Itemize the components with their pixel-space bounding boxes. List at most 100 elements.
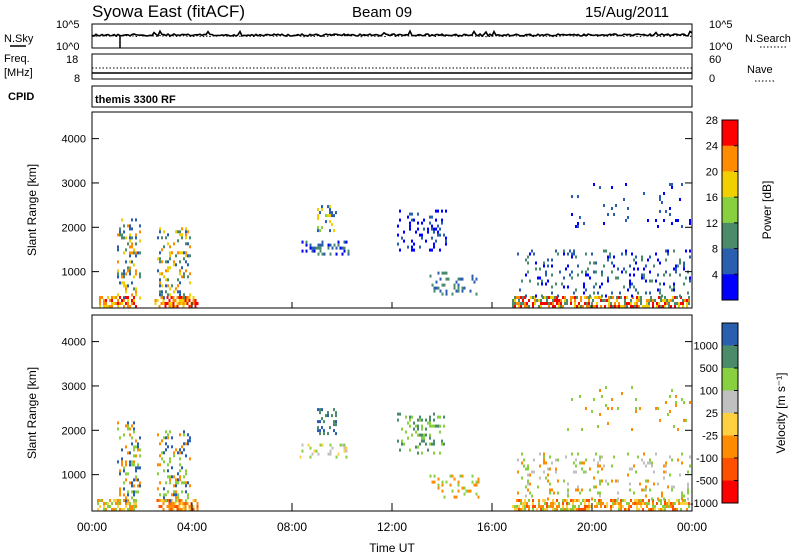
- range-gate-cell: [673, 267, 675, 271]
- range-gate-cell: [668, 299, 670, 302]
- range-gate-cell: [165, 448, 167, 452]
- range-gate-cell: [129, 433, 131, 437]
- range-gate-cell: [528, 505, 530, 508]
- range-gate-cell: [170, 502, 173, 505]
- range-gate-cell: [660, 299, 662, 302]
- range-gate-cell: [570, 302, 572, 305]
- range-gate-cell: [401, 439, 403, 443]
- range-gate-cell: [588, 502, 590, 505]
- range-gate-cell: [670, 299, 672, 302]
- range-gate-cell: [105, 305, 107, 308]
- range-gate-cell: [603, 264, 605, 268]
- range-gate-cell: [644, 305, 646, 308]
- range-gate-cell: [401, 236, 403, 240]
- range-gate-cell: [622, 499, 624, 502]
- range-gate-cell: [105, 302, 107, 305]
- range-gate-cell: [401, 427, 403, 431]
- range-gate-cell: [674, 502, 676, 505]
- range-gate-cell: [636, 299, 638, 302]
- range-gate-cell: [610, 305, 612, 308]
- colorbar-tick-label: 12: [706, 218, 718, 230]
- range-gate-cell: [181, 490, 183, 494]
- range-gate-cell: [650, 296, 652, 299]
- range-gate-cell: [573, 470, 575, 474]
- range-gate-cell: [660, 502, 662, 505]
- range-gate-cell: [417, 227, 419, 231]
- range-gate-cell: [445, 236, 447, 240]
- range-gate-cell: [133, 508, 135, 511]
- range-gate-cell: [99, 305, 101, 308]
- range-gate-cell: [329, 243, 332, 247]
- range-gate-cell: [667, 485, 669, 489]
- range-gate-cell: [131, 424, 133, 428]
- range-gate-cell: [313, 449, 316, 453]
- range-gate-cell: [664, 299, 666, 302]
- range-gate-cell: [548, 505, 550, 508]
- range-gate-cell: [588, 302, 590, 305]
- range-gate-cell: [411, 239, 413, 243]
- freq-unit-label: [MHz]: [4, 67, 33, 79]
- range-gate-cell: [179, 448, 181, 452]
- range-gate-cell: [119, 472, 121, 476]
- range-gate-cell: [167, 433, 169, 437]
- range-gate-cell: [421, 236, 423, 240]
- range-gate-cell: [441, 489, 444, 493]
- range-gate-cell: [579, 216, 581, 219]
- range-gate-cell: [645, 264, 647, 268]
- range-gate-cell: [533, 458, 535, 462]
- range-gate-cell: [546, 505, 548, 508]
- range-gate-cell: [169, 293, 171, 297]
- range-gate-cell: [154, 299, 157, 302]
- range-gate-cell: [562, 502, 564, 505]
- range-gate-cell: [181, 266, 183, 270]
- range-gate-cell: [329, 205, 331, 209]
- range-gate-cell: [586, 296, 588, 299]
- range-gate-cell: [635, 288, 637, 292]
- range-gate-cell: [529, 491, 531, 495]
- range-gate-cell: [529, 252, 531, 256]
- range-gate-cell: [645, 488, 647, 492]
- range-gate-cell: [583, 470, 585, 474]
- range-gate-cell: [681, 497, 683, 501]
- range-gate-cell: [131, 302, 133, 305]
- range-gate-cell: [301, 443, 304, 447]
- range-gate-cell: [620, 508, 622, 511]
- range-gate-cell: [417, 221, 419, 225]
- range-gate-cell: [333, 429, 335, 433]
- range-gate-cell: [552, 505, 554, 508]
- range-gate-cell: [429, 474, 432, 478]
- range-gate-cell: [167, 284, 169, 288]
- range-gate-cell: [630, 305, 632, 308]
- range-gate-cell: [178, 299, 181, 302]
- range-gate-cell: [626, 305, 628, 308]
- range-gate-cell: [634, 499, 636, 502]
- range-gate-cell: [119, 296, 121, 299]
- range-gate-cell: [439, 415, 441, 419]
- range-gate-cell: [335, 414, 337, 418]
- range-gate-cell: [575, 225, 577, 228]
- range-gate-cell: [135, 290, 137, 294]
- range-gate-cell: [453, 286, 456, 290]
- range-gate-cell: [429, 436, 431, 440]
- range-gate-cell: [597, 464, 599, 468]
- range-gate-cell: [317, 214, 319, 218]
- range-gate-cell: [688, 299, 690, 302]
- range-gate-cell: [180, 508, 183, 511]
- range-gate-cell: [615, 479, 617, 483]
- range-gate-cell: [433, 412, 435, 416]
- range-gate-cell: [139, 436, 141, 440]
- range-gate-cell: [586, 499, 588, 502]
- range-gate-cell: [445, 242, 447, 246]
- range-gate-cell: [556, 508, 558, 511]
- range-gate-cell: [180, 299, 183, 302]
- range-gate-cell: [654, 299, 656, 302]
- range-gate-cell: [681, 183, 683, 186]
- range-gate-cell: [656, 302, 658, 305]
- range-gate-cell: [127, 305, 129, 308]
- range-gate-cell: [664, 508, 666, 511]
- range-gate-cell: [565, 267, 567, 271]
- range-gate-cell: [117, 248, 119, 252]
- range-gate-cell: [585, 407, 587, 410]
- range-gate-cell: [539, 276, 541, 280]
- range-gate-cell: [169, 254, 171, 258]
